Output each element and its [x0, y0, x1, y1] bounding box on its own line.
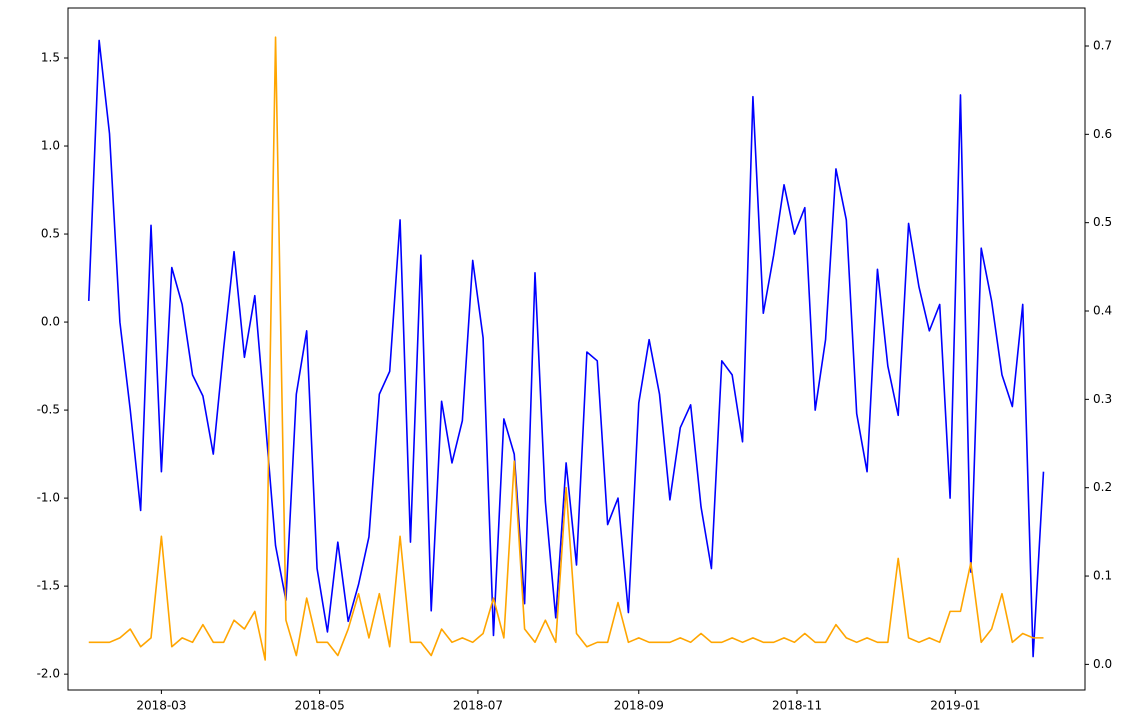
x-tick-label: 2018-03	[136, 699, 186, 713]
y-tick-label: 1.0	[41, 139, 60, 153]
y-tick-label: -1.5	[37, 579, 60, 593]
plot-frame	[67, 7, 1086, 691]
y-tick-label: -0.5	[37, 403, 60, 417]
x-tick-label: 2018-09	[614, 699, 664, 713]
x-tick-label: 2019-01	[930, 699, 980, 713]
y2-tick-label: 0.1	[1093, 569, 1112, 583]
y-tick-label: -1.0	[37, 491, 60, 505]
y-tick-label: 0.5	[41, 227, 60, 241]
y-tick-label: -2.0	[37, 667, 60, 681]
y-tick-label: 1.5	[41, 50, 60, 64]
x-tick-label: 2018-05	[295, 699, 345, 713]
y2-tick-label: 0.0	[1093, 657, 1112, 671]
y2-tick-label: 0.2	[1093, 480, 1112, 494]
x-tick-label: 2018-07	[453, 699, 503, 713]
y2-tick-label: 0.6	[1093, 127, 1112, 141]
y2-tick-label: 0.7	[1093, 38, 1112, 52]
y2-tick-label: 0.5	[1093, 215, 1112, 229]
x-tick-label: 2018-11	[772, 699, 822, 713]
y2-tick-label: 0.4	[1093, 304, 1112, 318]
series-line	[87, 39, 1045, 658]
series-line	[88, 36, 1044, 661]
y-tick-label: 0.0	[41, 315, 60, 329]
y2-tick-label: 0.3	[1093, 392, 1112, 406]
